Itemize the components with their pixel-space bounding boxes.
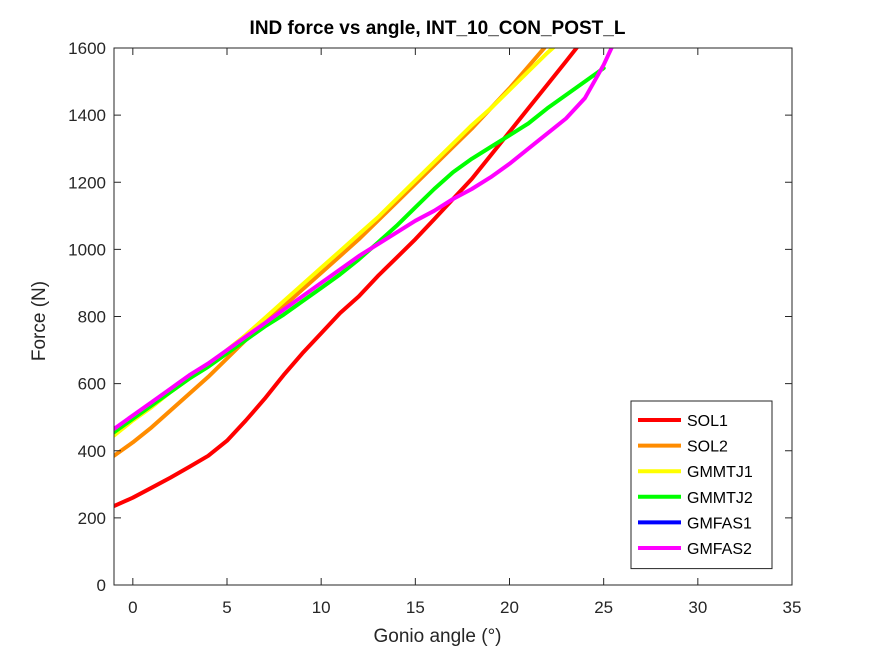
x-tick-label: 0 bbox=[128, 598, 137, 617]
x-tick-label: 10 bbox=[312, 598, 331, 617]
legend-label-gmmtj2: GMMTJ2 bbox=[687, 490, 753, 507]
y-tick-label: 200 bbox=[78, 509, 106, 528]
y-tick-label: 1000 bbox=[68, 240, 106, 259]
chart-title: IND force vs angle, INT_10_CON_POST_L bbox=[249, 18, 626, 39]
axes: 0 5 10 15 20 25 30 35 0 200 400 600 800 1000 1200 1400 1… bbox=[68, 39, 801, 617]
legend-label-gmfas1: GMFAS1 bbox=[687, 515, 752, 532]
x-axis-label: Gonio angle (°) bbox=[373, 626, 502, 647]
x-tick-label: 15 bbox=[406, 598, 425, 617]
y-tick-label: 1600 bbox=[68, 39, 106, 58]
y-tick-label: 0 bbox=[97, 576, 106, 595]
x-tick-label: 20 bbox=[500, 598, 519, 617]
x-tick-label: 35 bbox=[783, 598, 802, 617]
y-axis-label: Force (N) bbox=[29, 280, 50, 362]
series-line-gmmtj2 bbox=[114, 66, 606, 435]
series-line-sol1 bbox=[114, 48, 580, 509]
series-line-gmmtj1 bbox=[114, 48, 556, 438]
legend-label-sol1: SOL1 bbox=[687, 413, 728, 430]
y-tick-label: 1200 bbox=[68, 173, 106, 192]
y-tick-label: 600 bbox=[78, 375, 106, 394]
y-tick-label: 1400 bbox=[68, 106, 106, 125]
series-line-sol2 bbox=[114, 48, 547, 458]
x-tick-label: 5 bbox=[222, 598, 231, 617]
y-tick-label: 800 bbox=[78, 308, 106, 327]
x-tick-label: 30 bbox=[688, 598, 707, 617]
legend-label-sol2: SOL2 bbox=[687, 439, 728, 456]
y-tick-label: 400 bbox=[78, 442, 106, 461]
plot-area bbox=[114, 48, 614, 509]
x-tick-label: 25 bbox=[594, 598, 613, 617]
legend-box bbox=[630, 400, 773, 570]
legend-label-gmmtj1: GMMTJ1 bbox=[687, 464, 753, 481]
series-line-gmfas2 bbox=[114, 48, 614, 431]
legend: SOL1 SOL2 GMMTJ1 GMMTJ2 GMFAS1 GMFAS2 bbox=[630, 400, 773, 570]
legend-label-gmfas2: GMFAS2 bbox=[687, 541, 752, 558]
